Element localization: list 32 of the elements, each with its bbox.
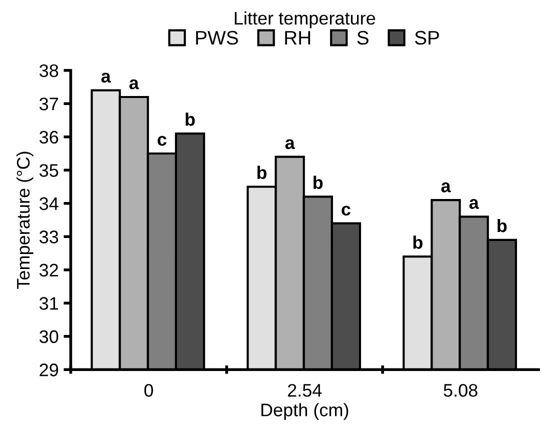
y-tick-label: 38 xyxy=(40,64,58,78)
data-label: b xyxy=(314,176,323,189)
data-label: c xyxy=(158,136,166,146)
data-label: b xyxy=(498,218,507,232)
x-axis-title: Depth (cm) xyxy=(261,403,348,420)
legend-label: S xyxy=(357,30,368,45)
data-label: b xyxy=(257,166,267,180)
y-tick-label: 31 xyxy=(40,297,58,310)
data-label: a xyxy=(101,72,111,83)
data-label: a xyxy=(129,79,140,90)
y-tick-label: 32 xyxy=(40,264,58,277)
legend-label: SP xyxy=(414,30,439,45)
x-tick-label: 2.54 xyxy=(288,384,322,397)
y-axis-title: Temperature (°C) xyxy=(16,152,34,289)
y-tick-label: 37 xyxy=(40,98,58,110)
y-tick-label: 36 xyxy=(40,130,58,144)
data-label: a xyxy=(285,139,295,150)
y-tick-label: 34 xyxy=(40,197,58,210)
x-tick-label: 0 xyxy=(144,384,154,397)
y-tick-label: 29 xyxy=(40,364,58,376)
data-label: a xyxy=(441,182,451,192)
data-label: b xyxy=(186,112,195,126)
legend-label: PWS xyxy=(196,30,238,45)
data-label: c xyxy=(342,206,350,216)
x-tick-label: 5.08 xyxy=(444,384,478,397)
chart-title: Litter temperature xyxy=(234,11,376,28)
y-tick-label: 33 xyxy=(40,230,58,244)
y-tick-label: 35 xyxy=(40,164,58,177)
legend-label: RH xyxy=(285,31,310,44)
y-tick-label: 30 xyxy=(40,330,58,344)
data-label: a xyxy=(469,199,479,209)
data-label: b xyxy=(413,236,422,249)
